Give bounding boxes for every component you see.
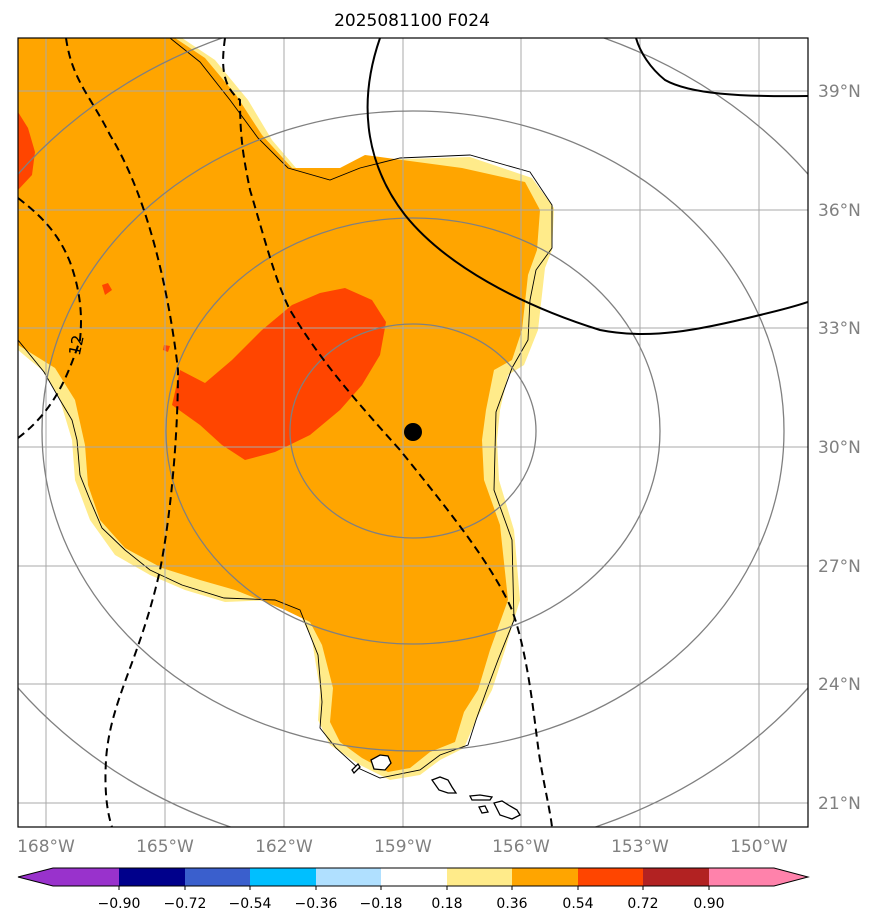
colorbar-ticks (118, 886, 710, 890)
fill-band-red-main (172, 288, 386, 460)
lat-label: 39°N (818, 82, 861, 102)
colorbar-tick-label: 0.90 (693, 896, 724, 912)
island-molokai (468, 794, 494, 801)
colorbar-segment (53, 868, 119, 886)
lat-label: 27°N (818, 557, 861, 577)
colorbar-segment (381, 868, 447, 886)
dashed-contours (18, 38, 553, 827)
colorbar-segment (578, 868, 643, 886)
island-maui (493, 800, 521, 820)
lon-label: 156°W (492, 837, 550, 857)
colorbar-tick-label: −0.18 (360, 896, 403, 912)
hawaiian-islands (351, 754, 521, 820)
colorbar-outline (17, 867, 810, 887)
colorbar-segment (316, 868, 381, 886)
lon-label: 153°W (611, 837, 669, 857)
colorbar-extend-right (774, 868, 808, 886)
island-oahu (430, 776, 458, 794)
colorbar-tick-label: 0.36 (496, 896, 527, 912)
contour-label: 12 (65, 333, 88, 357)
lat-label: 33°N (818, 319, 861, 339)
colorbar-segment (447, 868, 512, 886)
colorbar-segment (185, 868, 250, 886)
longitude-labels: 168°W 165°W 162°W 159°W 156°W 153°W 150°… (17, 837, 788, 857)
colorbar-tick-label: 0.54 (562, 896, 593, 912)
colorbar-segment (250, 868, 316, 886)
lon-label: 165°W (136, 837, 194, 857)
colorbar-tick-label: −0.72 (164, 896, 207, 912)
island-kauai (370, 754, 392, 771)
solid-contour-small (635, 38, 808, 98)
lon-label: 162°W (255, 837, 313, 857)
lon-label: 150°W (730, 837, 788, 857)
fill-band-red-speck-1 (102, 283, 112, 295)
lat-label: 30°N (818, 438, 861, 458)
range-rings (18, 38, 808, 827)
lon-label: 159°W (374, 837, 432, 857)
island-niihau (351, 762, 361, 775)
colorbar-tick-label: 0.18 (431, 896, 462, 912)
map-panel: 12 (18, 38, 808, 827)
colorbar-tick-label: −0.36 (295, 896, 338, 912)
colorbar-tick-label: −0.90 (98, 896, 141, 912)
colorbar-segment (709, 868, 774, 886)
colorbar-segment (643, 868, 709, 886)
lon-label: 168°W (17, 837, 75, 857)
colorbar-extend-left (18, 868, 53, 886)
colorbar-tick-label: −0.54 (229, 896, 272, 912)
colorbar-tick-label: 0.72 (627, 896, 658, 912)
shaded-region-outline (18, 38, 553, 779)
center-marker (404, 423, 422, 441)
graticule (18, 38, 808, 827)
island-lanai (478, 805, 489, 814)
map-frame (17, 37, 809, 828)
solid-contour-large (366, 38, 808, 335)
chart-title: 2025081100 F024 (334, 11, 490, 31)
fill-band-red-edge (18, 112, 35, 190)
colorbar-segment (119, 868, 185, 886)
lat-label: 36°N (818, 201, 861, 221)
latitude-labels: 39°N 36°N 33°N 30°N 27°N 24°N 21°N (818, 82, 861, 814)
colorbar-segment (512, 868, 578, 886)
colorbar: −0.90 −0.72 −0.54 −0.36 −0.18 0.18 0.36 … (17, 867, 810, 912)
lat-label: 24°N (818, 675, 861, 695)
lat-label: 21°N (818, 794, 861, 814)
